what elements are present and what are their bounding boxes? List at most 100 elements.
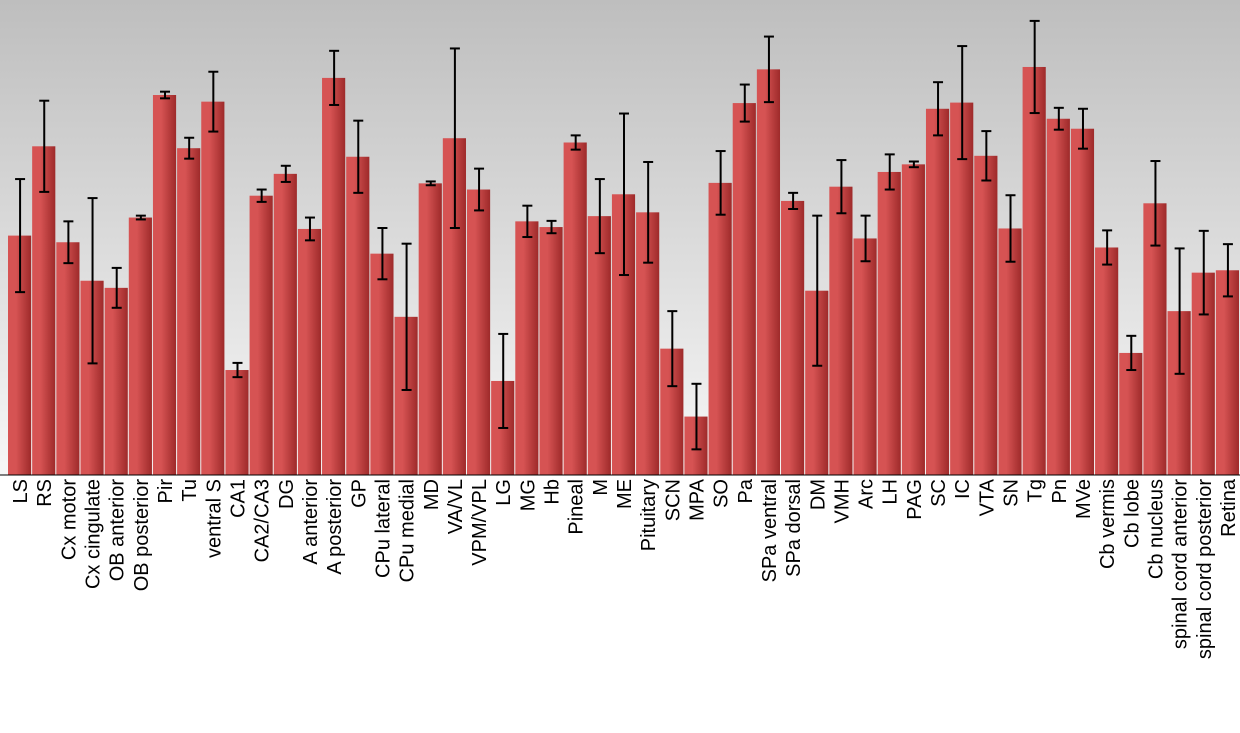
error-bar bbox=[1150, 160, 1161, 247]
x-tick-label: MD bbox=[421, 479, 443, 510]
error-bar bbox=[957, 45, 968, 161]
error-bar bbox=[594, 178, 605, 255]
x-tick-label: ME bbox=[614, 479, 636, 509]
bar bbox=[177, 148, 201, 475]
error-bar bbox=[280, 164, 291, 183]
x-tick-label: MG bbox=[517, 479, 539, 511]
bar bbox=[8, 235, 32, 475]
error-bar bbox=[860, 214, 871, 263]
bar bbox=[1022, 66, 1046, 475]
bar bbox=[1167, 311, 1191, 476]
error-bar bbox=[1005, 194, 1016, 263]
error-bar bbox=[329, 49, 340, 106]
error-bar bbox=[256, 188, 267, 203]
bar bbox=[636, 212, 660, 475]
x-tick-label: CA1 bbox=[227, 479, 249, 518]
x-tick-label: Cb vermis bbox=[1097, 479, 1119, 569]
x-tick-label: CPu lateral bbox=[372, 479, 394, 578]
x-tick-label: A anterior bbox=[300, 479, 322, 565]
bar bbox=[877, 171, 901, 475]
x-tick-label: Cx motor bbox=[58, 479, 80, 560]
bar bbox=[781, 200, 805, 476]
bar bbox=[708, 182, 732, 476]
bar bbox=[756, 69, 781, 475]
bar bbox=[128, 217, 152, 476]
bar bbox=[249, 195, 273, 475]
bar bbox=[950, 102, 974, 475]
x-tick-label: Hb bbox=[542, 479, 564, 505]
x-tick-label: MVe bbox=[1073, 479, 1095, 519]
x-tick-label: SPa ventral bbox=[759, 479, 781, 582]
bar bbox=[1215, 270, 1239, 475]
bar bbox=[32, 146, 56, 476]
error-bar bbox=[184, 136, 195, 160]
bar bbox=[1070, 128, 1095, 475]
error-bar bbox=[1126, 334, 1137, 372]
bar bbox=[587, 216, 611, 476]
bar bbox=[80, 280, 104, 475]
bar bbox=[201, 101, 225, 476]
x-tick-label: SCN bbox=[662, 479, 684, 521]
bar bbox=[563, 142, 587, 475]
error-bar bbox=[1102, 229, 1113, 266]
x-tick-label: SN bbox=[1001, 479, 1023, 507]
error-bar bbox=[401, 242, 412, 391]
x-tick-label: spinal cord posterior bbox=[1194, 479, 1216, 659]
bar bbox=[1046, 118, 1070, 475]
error-bar bbox=[619, 112, 629, 277]
x-tick-label: Arc bbox=[856, 479, 878, 509]
error-bar bbox=[304, 216, 315, 242]
error-bar bbox=[1029, 19, 1040, 115]
x-tick-label: DM bbox=[807, 479, 829, 510]
x-tick-label: LH bbox=[880, 479, 902, 505]
x-tick-label: A posterior bbox=[324, 479, 346, 575]
error-bar bbox=[232, 361, 243, 379]
error-bar bbox=[739, 83, 750, 123]
x-tick-label: Pineal bbox=[566, 479, 588, 535]
bar bbox=[853, 238, 877, 475]
bar bbox=[732, 103, 756, 475]
bar bbox=[1143, 203, 1167, 476]
error-bar bbox=[812, 214, 823, 367]
error-bar bbox=[1222, 243, 1233, 298]
error-bar bbox=[377, 227, 388, 281]
x-tick-label: Tg bbox=[1025, 479, 1047, 502]
bars bbox=[8, 66, 1239, 476]
x-tick-label: SPa dorsal bbox=[783, 479, 805, 577]
x-tick-label: Retina bbox=[1218, 478, 1240, 537]
bar bbox=[346, 156, 370, 475]
x-tick-label: LS bbox=[10, 479, 32, 503]
bar bbox=[56, 242, 80, 475]
error-bar bbox=[353, 119, 364, 194]
error-bar bbox=[135, 214, 146, 221]
error-bar bbox=[111, 266, 122, 309]
error-bar bbox=[498, 332, 509, 429]
x-tick-label: M bbox=[590, 479, 612, 496]
x-tick-label: CA2/CA3 bbox=[252, 479, 274, 562]
x-tick-label: VPM/VPL bbox=[469, 479, 491, 566]
bar bbox=[322, 77, 346, 476]
error-bar bbox=[715, 150, 726, 216]
x-tick-label: ventral S bbox=[203, 479, 225, 558]
error-bar bbox=[425, 180, 436, 187]
error-bar bbox=[160, 90, 171, 100]
error-bar bbox=[449, 47, 460, 229]
error-bar bbox=[570, 134, 581, 151]
x-tick-label: spinal cord anterior bbox=[1170, 479, 1192, 649]
bar bbox=[515, 221, 539, 475]
bar bbox=[394, 316, 418, 475]
error-bar bbox=[643, 160, 654, 264]
x-tick-label: OB anterior bbox=[107, 479, 129, 582]
error-bar bbox=[522, 204, 533, 239]
error-bar bbox=[933, 81, 944, 137]
x-tick-label: Pa bbox=[735, 478, 757, 503]
error-bar bbox=[836, 159, 847, 215]
x-tick-label: GP bbox=[348, 479, 370, 508]
bar bbox=[1119, 352, 1143, 475]
x-tick-label: SO bbox=[711, 479, 733, 508]
bar bbox=[370, 253, 394, 475]
error-bar bbox=[63, 220, 74, 265]
error-bar bbox=[981, 130, 992, 182]
x-tick-labels: LS RS Cx motor Cx cingulate OB anterior OB po… bbox=[10, 478, 1240, 659]
